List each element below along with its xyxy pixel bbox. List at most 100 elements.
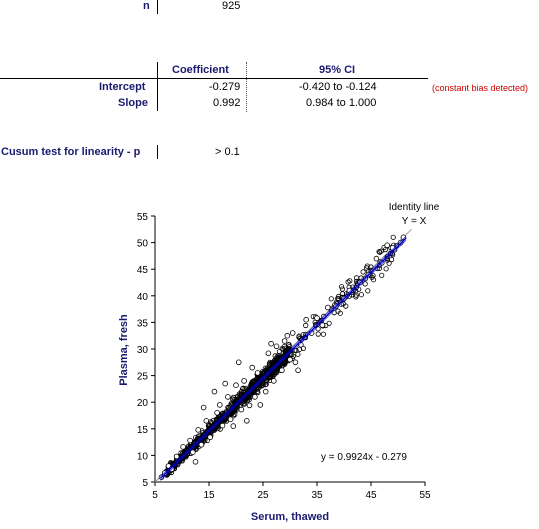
data-point <box>376 249 382 255</box>
data-point <box>180 444 186 450</box>
data-point <box>389 245 396 251</box>
slope-ci: 0.984 to 1.000 <box>306 97 377 109</box>
data-point <box>268 340 274 347</box>
data-point <box>362 281 368 287</box>
data-point <box>238 406 245 413</box>
y-tick-label: 15 <box>137 425 149 436</box>
data-point <box>266 360 272 367</box>
data-point <box>257 402 264 408</box>
data-point <box>358 292 364 298</box>
data-point <box>319 322 326 328</box>
data-point <box>263 366 270 372</box>
data-point <box>161 470 168 476</box>
data-point <box>190 449 196 456</box>
data-point <box>230 423 237 429</box>
data-point <box>368 264 374 270</box>
data-point <box>235 359 242 366</box>
data-point <box>328 296 334 302</box>
data-point <box>390 252 396 258</box>
fit-line <box>159 237 407 479</box>
y-tick-label: 35 <box>137 318 149 329</box>
data-point <box>252 394 258 400</box>
data-point <box>288 351 294 357</box>
data-point <box>289 330 296 336</box>
intercept-ci: -0.420 to -0.124 <box>299 81 377 93</box>
data-point <box>195 427 202 433</box>
data-point <box>230 394 237 400</box>
data-point <box>388 256 395 263</box>
data-point <box>313 322 319 329</box>
y-axis-title: Plasma, fresh <box>118 314 130 386</box>
slope-label: Slope <box>118 97 148 109</box>
data-point <box>240 386 246 392</box>
intercept-label: Intercept <box>99 81 146 93</box>
fit-line-group <box>159 235 407 481</box>
data-point <box>270 378 277 384</box>
data-point <box>269 360 275 367</box>
intercept-coefficient: -0.279 <box>209 81 241 93</box>
x-tick-label: 45 <box>365 490 377 501</box>
data-point <box>285 342 292 348</box>
data-point <box>273 343 280 350</box>
data-point <box>192 458 199 465</box>
x-tick-label: 55 <box>419 490 431 501</box>
data-point <box>262 372 269 378</box>
data-point <box>324 304 331 311</box>
data-point <box>251 378 257 384</box>
data-point <box>262 388 269 395</box>
data-point <box>244 417 250 424</box>
data-point <box>384 242 391 249</box>
y-tick-label: 55 <box>137 212 149 223</box>
ci-header: 95% CI <box>319 64 356 76</box>
identity-equation-label: Y = X <box>402 216 427 227</box>
data-point <box>284 332 291 339</box>
data-point <box>300 345 306 351</box>
fit-line-upper <box>160 235 407 477</box>
data-point <box>320 331 326 337</box>
data-point <box>303 316 310 323</box>
data-point <box>238 388 245 395</box>
data-point <box>347 278 353 284</box>
data-point <box>207 434 213 441</box>
data-point <box>350 284 356 290</box>
data-point <box>370 277 377 283</box>
data-point <box>287 356 293 363</box>
y-tick-label: 40 <box>137 292 149 303</box>
data-point <box>297 341 304 348</box>
y-tick-label: 10 <box>137 451 149 462</box>
data-point <box>214 409 220 416</box>
data-point <box>314 315 320 321</box>
data-point <box>362 276 369 282</box>
data-point <box>292 359 299 366</box>
data-point <box>337 310 343 316</box>
header-divider <box>157 62 158 78</box>
identity-line-label: Identity line <box>389 202 440 213</box>
y-tick-label: 45 <box>137 265 149 276</box>
data-point <box>219 422 226 429</box>
data-point <box>373 255 380 262</box>
regression-equation: y = 0.9924x - 0.279 <box>321 452 407 463</box>
x-axis-title: Serum, thawed <box>251 511 329 523</box>
data-point <box>378 248 384 254</box>
x-tick-label: 5 <box>152 490 158 501</box>
cusum-divider <box>157 145 158 159</box>
data-point <box>262 365 268 371</box>
data-point <box>254 370 261 376</box>
y-tick-label: 30 <box>137 345 149 356</box>
data-point <box>233 382 239 389</box>
data-point <box>200 404 207 411</box>
data-point <box>315 331 321 337</box>
data-point <box>379 272 385 278</box>
data-point <box>343 303 349 309</box>
data-point <box>390 234 396 240</box>
data-point <box>295 367 301 374</box>
data-point <box>265 350 272 357</box>
data-point <box>211 388 218 395</box>
x-ticks: 5 15 25 35 45 55 <box>152 482 431 501</box>
data-point <box>187 437 193 444</box>
n-label: n <box>143 0 150 12</box>
column-divider <box>246 62 247 112</box>
data-point <box>225 404 231 410</box>
data-point <box>227 416 234 423</box>
